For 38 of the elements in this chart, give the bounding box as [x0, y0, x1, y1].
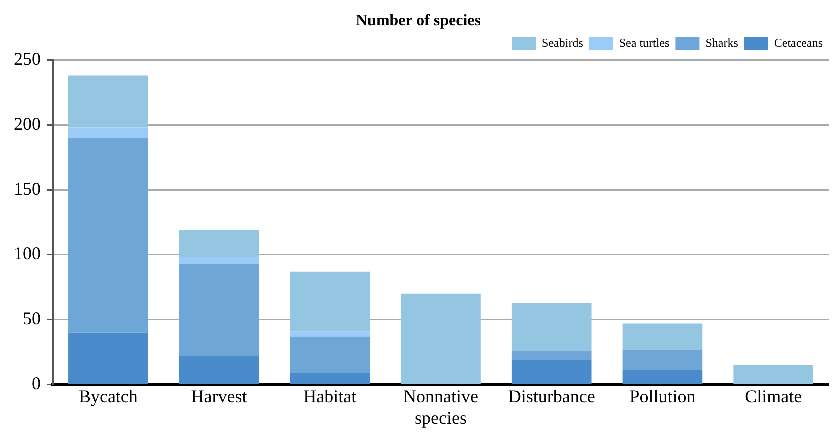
bar: [401, 294, 481, 384]
bar: [622, 324, 703, 350]
x-tick-label: Harvest: [191, 386, 248, 406]
legend-label: Sea turtles: [619, 36, 670, 50]
bar: [290, 373, 370, 384]
bar: [512, 360, 592, 384]
x-tick-label: Climate: [745, 386, 802, 406]
y-tick-label: 50: [23, 308, 41, 329]
bar: [622, 370, 703, 384]
legend-label: Sharks: [706, 36, 739, 50]
bar: [68, 76, 148, 128]
x-tick-label: Pollution: [630, 386, 696, 406]
bar: [68, 128, 148, 138]
bar: [179, 356, 260, 384]
bar: [290, 336, 370, 374]
x-tick-label: Disturbance: [508, 386, 596, 406]
y-tick-label: 100: [14, 244, 41, 264]
bar: [68, 138, 148, 333]
y-tick-label: 250: [14, 48, 41, 69]
bar: [290, 332, 370, 337]
x-tick-label: Nonnative species: [404, 386, 478, 428]
bar: [179, 230, 260, 258]
bar: [68, 332, 148, 384]
bar: [290, 272, 370, 332]
bar: [179, 264, 260, 356]
legend-label: Cetaceans: [774, 36, 824, 50]
y-tick-label: 150: [14, 178, 41, 199]
bar: [512, 303, 592, 352]
chart-title: Number of species: [356, 12, 482, 30]
bar: [179, 258, 260, 264]
y-tick-label: 0: [32, 374, 41, 394]
x-tick-label: Habitat: [304, 386, 357, 406]
bar: [622, 350, 703, 371]
x-tick-label: Bycatch: [78, 386, 138, 406]
legend-label: Seabirds: [542, 36, 584, 50]
y-tick-label: 200: [14, 114, 41, 134]
bar: [512, 351, 592, 360]
bar: [734, 365, 814, 384]
